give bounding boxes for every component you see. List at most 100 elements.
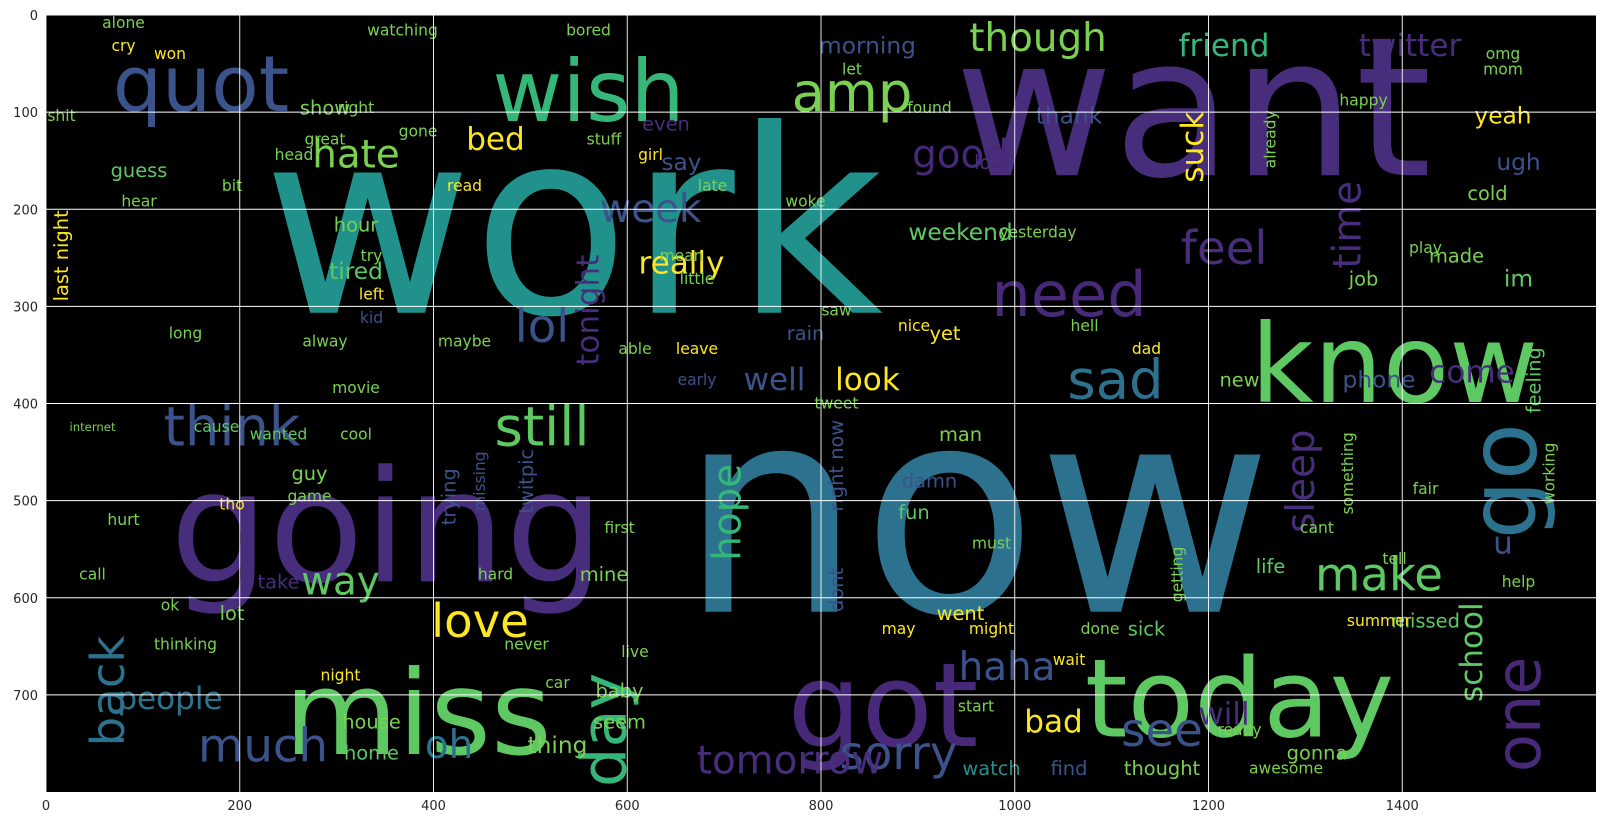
word-job: job: [1348, 268, 1379, 291]
word-saw: saw: [821, 301, 852, 319]
y-tick-label: 700: [13, 689, 38, 704]
word-ready: ready: [1217, 721, 1261, 739]
word-might: might: [969, 620, 1014, 638]
word-great: great: [304, 130, 345, 148]
word-made: made: [1429, 244, 1484, 267]
word-thinking: thinking: [154, 635, 217, 653]
word-won: won: [154, 45, 186, 63]
word-going: going: [170, 437, 604, 618]
word-sick: sick: [1128, 617, 1166, 640]
word-yeah: yeah: [1474, 103, 1531, 130]
word-feeling: feeling: [1523, 347, 1546, 413]
word-happy: happy: [1339, 91, 1387, 109]
word-lot: lot: [220, 602, 245, 625]
word-baby: baby: [595, 679, 643, 702]
word-ugh: ugh: [1496, 149, 1540, 176]
word-omg: omg: [1486, 45, 1521, 63]
word-tho: tho: [219, 496, 244, 514]
y-tick-label: 400: [13, 398, 38, 413]
word-maybe: maybe: [438, 332, 491, 350]
word-work: work: [263, 76, 884, 374]
word-much: much: [198, 718, 328, 772]
word-want: want: [954, 15, 1431, 221]
word-life: life: [1256, 555, 1286, 578]
y-tick-label: 300: [13, 300, 38, 315]
word-internet: internet: [69, 420, 115, 434]
word-must: must: [972, 534, 1011, 552]
word-yesterday: yesterday: [999, 224, 1076, 242]
word-call: call: [79, 565, 106, 583]
word-bit: bit: [222, 177, 242, 195]
word-hear: hear: [121, 192, 157, 210]
word-rain: rain: [787, 322, 825, 345]
grid-layer: [46, 15, 1596, 792]
word-guy: guy: [291, 462, 327, 485]
word-yet: yet: [929, 322, 960, 345]
x-tick-label: 0: [42, 799, 50, 814]
word-good: good: [912, 132, 1009, 177]
word-found: found: [907, 99, 952, 117]
word-lost: lost: [974, 151, 1009, 174]
word-though: though: [969, 16, 1106, 61]
word-stuff: stuff: [587, 130, 622, 148]
word-ok: ok: [161, 597, 180, 615]
word-look: look: [835, 362, 900, 398]
word-dont: dont: [825, 568, 848, 612]
word-wish: wish: [492, 43, 684, 142]
word-live: live: [621, 643, 648, 661]
word-watch: watch: [962, 757, 1020, 780]
y-tick-label: 0: [30, 9, 38, 24]
word-amp: amp: [792, 61, 913, 124]
word-come: come: [1429, 354, 1515, 390]
x-tick-label: 200: [227, 799, 252, 814]
word-twitter: twitter: [1359, 28, 1462, 64]
x-tick-label: 400: [421, 799, 446, 814]
x-tick-label: 1200: [1192, 799, 1225, 814]
word-let: let: [842, 60, 862, 78]
word-fun: fun: [898, 501, 929, 524]
word-im: im: [1504, 266, 1533, 293]
word-even: even: [642, 112, 690, 135]
word-start: start: [958, 698, 994, 716]
word-time: time: [1326, 181, 1371, 269]
words-layer: work want now going miss got today know wish quot…: [47, 15, 1558, 787]
word-quot: quot: [113, 40, 290, 130]
word-bored: bored: [566, 22, 611, 40]
word-leave: leave: [676, 340, 718, 358]
word-weekend: weekend: [908, 219, 1012, 246]
word-try: try: [361, 247, 383, 265]
word-last-night: last night: [50, 210, 73, 301]
word-early: early: [678, 371, 717, 389]
word-tired: tired: [329, 258, 383, 285]
word-cry: cry: [111, 37, 135, 55]
word-girl: girl: [638, 146, 663, 164]
word-oh: oh: [425, 723, 473, 768]
word-now: now: [679, 345, 1272, 680]
word-see: see: [1121, 703, 1203, 757]
word-never: never: [504, 635, 549, 653]
x-tick-label: 1400: [1386, 799, 1419, 814]
y-axis-ticks: 0 100 200 300 400 500 600 700: [13, 9, 38, 704]
word-one: one: [1482, 656, 1555, 772]
word-sorry: sorry: [840, 726, 958, 780]
word-alone: alone: [102, 15, 145, 32]
word-mean: mean: [659, 247, 703, 265]
word-game: game: [287, 488, 331, 506]
word-tonight: tonight: [571, 255, 607, 366]
word-phone: phone: [1343, 367, 1416, 394]
word-thank: thank: [1036, 103, 1103, 130]
x-tick-label: 800: [809, 799, 834, 814]
word-people: people: [117, 681, 222, 717]
word-know: know: [1251, 301, 1538, 428]
word-tomorrow: tomorrow: [697, 738, 883, 783]
word-say: say: [661, 149, 701, 176]
word-miss: miss: [284, 647, 551, 782]
word-thought: thought: [1124, 757, 1201, 780]
word-morning: morning: [819, 33, 916, 60]
word-make: make: [1315, 547, 1443, 601]
word-movie: movie: [332, 379, 380, 397]
wordcloud-plot-area: work want now going miss got today know wish quot…: [46, 15, 1596, 792]
word-read: read: [447, 177, 482, 195]
word-go: go: [1449, 423, 1558, 539]
word-cant: cant: [1300, 519, 1334, 537]
